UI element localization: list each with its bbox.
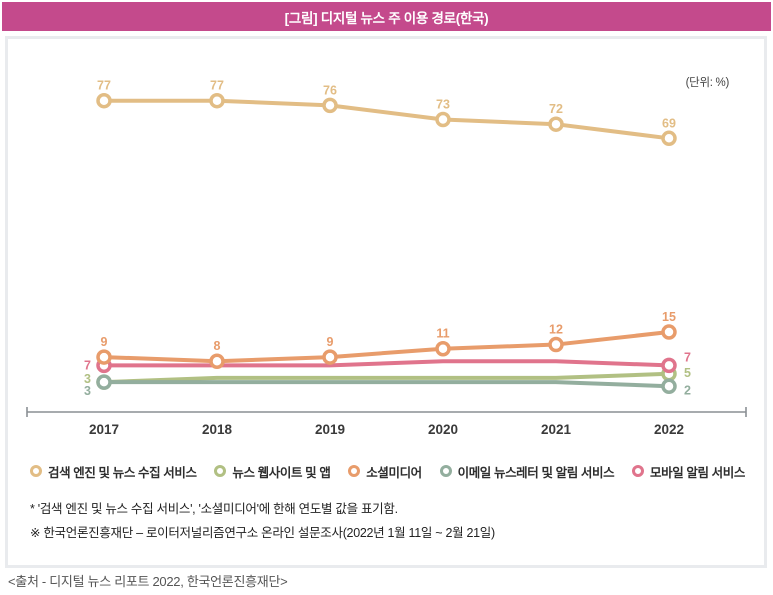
x-tick-label: 2020 bbox=[428, 422, 458, 437]
value-label: 15 bbox=[662, 310, 676, 324]
footnote-line: ※ 한국언론진흥재단 – 로이터저널리즘연구소 온라인 설문조사(2022년 1… bbox=[30, 526, 495, 540]
figure-title-bar: [그림] 디지털 뉴스 주 이용 경로(한국) bbox=[2, 2, 771, 31]
data-point-marker bbox=[548, 336, 564, 353]
legend-item-label: 소셜미디어 bbox=[366, 465, 422, 480]
chart-card bbox=[5, 36, 767, 568]
legend-marker-icon bbox=[348, 465, 361, 477]
value-label: 3 bbox=[84, 384, 91, 398]
series-line bbox=[102, 330, 671, 364]
value-label: 8 bbox=[214, 339, 221, 353]
data-point-marker bbox=[661, 357, 677, 374]
legend-item: 검색 엔진 및 뉴스 수집 서비스 bbox=[30, 462, 197, 481]
value-label: 9 bbox=[101, 335, 108, 349]
value-label: 2 bbox=[684, 383, 691, 397]
value-label: 12 bbox=[549, 323, 563, 337]
data-point-marker bbox=[548, 116, 564, 132]
legend-marker-icon bbox=[30, 465, 42, 477]
footnotes: * '검색 엔진 및 뉴스 수집 서비스', '소셜미디어'에 한해 연도별 값… bbox=[30, 497, 495, 545]
data-point-marker bbox=[209, 92, 225, 109]
series-line bbox=[102, 359, 671, 368]
data-point-marker bbox=[322, 97, 338, 114]
x-tick-label: 2017 bbox=[89, 422, 119, 437]
series-line bbox=[102, 380, 671, 389]
legend-item: 소셜미디어 bbox=[348, 462, 422, 481]
data-point-marker bbox=[435, 340, 451, 357]
data-point-marker bbox=[96, 349, 112, 365]
data-point-marker bbox=[435, 111, 451, 128]
legend-item-label: 뉴스 웹사이트 및 앱 bbox=[232, 465, 331, 480]
value-label: 7 bbox=[684, 350, 691, 364]
legend-item: 뉴스 웹사이트 및 앱 bbox=[214, 462, 331, 481]
series-0: 77 77 76 73 72 69 bbox=[96, 79, 677, 147]
x-tick-label: 2019 bbox=[315, 422, 345, 437]
chart-legend: 검색 엔진 및 뉴스 수집 서비스 뉴스 웹사이트 및 앱 소셜미디어 이메일 뉴스레… bbox=[30, 460, 745, 482]
legend-item-label: 검색 엔진 및 뉴스 수집 서비스 bbox=[48, 465, 197, 480]
value-label: 11 bbox=[436, 327, 449, 341]
x-axis bbox=[26, 407, 747, 417]
value-label: 69 bbox=[662, 116, 676, 130]
legend-marker-icon bbox=[214, 465, 227, 477]
value-label: 7 bbox=[84, 358, 91, 372]
data-point-marker bbox=[661, 324, 677, 340]
legend-marker-icon bbox=[632, 465, 645, 477]
value-label: 77 bbox=[97, 79, 111, 93]
series-line bbox=[102, 371, 671, 385]
value-label: 73 bbox=[436, 98, 450, 112]
value-label: 9 bbox=[327, 335, 334, 349]
x-tick-label: 2022 bbox=[654, 422, 684, 437]
data-point-marker bbox=[96, 92, 112, 109]
value-label: 77 bbox=[210, 79, 224, 93]
x-tick-label: 2021 bbox=[541, 422, 572, 437]
legend-item: 모바일 알림 서비스 bbox=[632, 462, 745, 481]
legend-item-label: 이메일 뉴스레터 및 알림 서비스 bbox=[457, 465, 615, 480]
data-point-marker bbox=[209, 353, 225, 369]
value-label: 72 bbox=[549, 102, 563, 116]
data-point-marker bbox=[661, 378, 677, 395]
data-point-marker bbox=[661, 130, 677, 147]
series-line bbox=[102, 98, 671, 141]
value-label: 3 bbox=[84, 372, 91, 386]
figure-title: [그림] 디지털 뉴스 주 이용 경로(한국) bbox=[284, 10, 489, 26]
value-label: 76 bbox=[323, 83, 337, 97]
legend-item: 이메일 뉴스레터 및 알림 서비스 bbox=[439, 462, 615, 481]
data-point-marker bbox=[322, 349, 338, 365]
unit-label: (단위: %) bbox=[685, 77, 730, 89]
x-tick-label: 2018 bbox=[202, 422, 233, 437]
legend-marker-icon bbox=[439, 465, 452, 477]
source-caption: <출처 - 디지털 뉴스 리포트 2022, 한국언론진흥재단> bbox=[8, 574, 288, 589]
value-label: 5 bbox=[684, 366, 691, 380]
footnote-line: * '검색 엔진 및 뉴스 수집 서비스', '소셜미디어'에 한해 연도별 값… bbox=[30, 502, 398, 516]
legend-item-label: 모바일 알림 서비스 bbox=[650, 465, 745, 480]
data-point-marker bbox=[96, 374, 112, 390]
series-2: 9 8 9 11 12 15 bbox=[96, 310, 677, 369]
